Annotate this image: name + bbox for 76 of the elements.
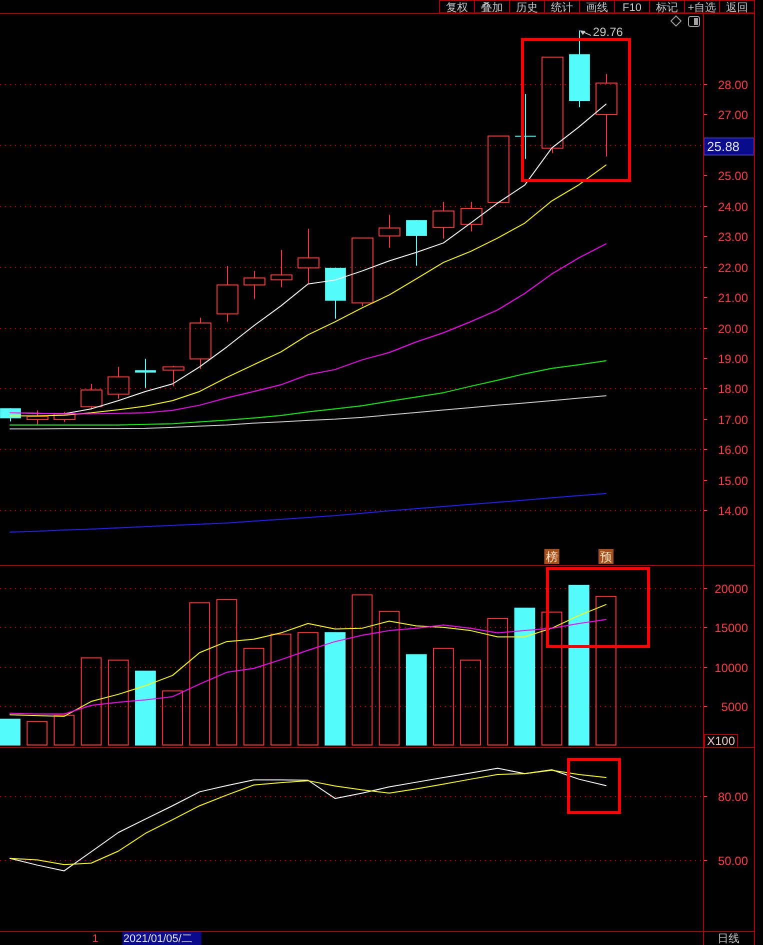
y-tick-label: 20000 xyxy=(714,582,748,596)
bar xyxy=(541,612,562,746)
bar xyxy=(487,618,508,746)
toolbar-button: 标记 xyxy=(649,0,685,14)
text: 日线 xyxy=(718,932,740,945)
candlestick xyxy=(596,73,618,157)
bar xyxy=(26,721,48,746)
y-tick-label: 22.00 xyxy=(718,261,748,275)
toolbar-button: 统计 xyxy=(544,0,580,14)
bar xyxy=(352,594,373,746)
bar xyxy=(433,648,454,746)
y-tick-label: 14.00 xyxy=(718,504,748,518)
y-tick-label: 28.00 xyxy=(718,78,748,92)
candlestick xyxy=(135,358,156,388)
y-tick-label: 27.00 xyxy=(718,108,748,122)
y-tick-label: 15.00 xyxy=(718,474,748,488)
tag-badge: 预 xyxy=(598,549,614,564)
candlestick xyxy=(406,220,427,266)
toolbar-button: F10 xyxy=(614,0,650,14)
y-tick-label: 50.00 xyxy=(718,854,748,868)
toolbar-button: +自选 xyxy=(684,0,720,14)
y-axis-title: X100 xyxy=(706,734,736,748)
y-tick-label: 16.00 xyxy=(718,443,748,457)
y-tick-label: 80.00 xyxy=(718,790,748,804)
line-series xyxy=(10,360,606,426)
line-series xyxy=(10,619,606,715)
candlestick xyxy=(244,270,266,300)
bar xyxy=(80,657,102,746)
bar xyxy=(298,632,318,746)
candlestick xyxy=(216,266,238,322)
candlestick xyxy=(378,214,400,248)
y-tick-label: 23.00 xyxy=(718,230,748,244)
y-tick-label: 5000 xyxy=(721,700,748,714)
bar xyxy=(514,608,536,746)
bar xyxy=(162,690,183,746)
bar xyxy=(568,584,590,746)
bar xyxy=(189,602,210,746)
bar xyxy=(460,660,481,746)
y-tick-label: 19.00 xyxy=(718,352,748,366)
toolbar-button: 返回 xyxy=(719,0,755,14)
bar xyxy=(54,714,75,746)
bar xyxy=(216,599,238,746)
candlestick xyxy=(0,408,21,422)
bar xyxy=(0,718,20,746)
bar xyxy=(406,654,427,746)
toolbar-button: 历史 xyxy=(509,0,545,14)
bar xyxy=(135,670,156,746)
y-tick-label: 18.00 xyxy=(718,382,748,396)
bar xyxy=(270,634,292,746)
toolbar-button: 叠加 xyxy=(474,0,510,14)
text: 2021/01/05/二 xyxy=(123,933,192,945)
bar xyxy=(596,596,616,746)
candlestick xyxy=(108,366,130,400)
y-tick-label: 20.00 xyxy=(718,322,748,336)
bar xyxy=(378,610,400,746)
line-series xyxy=(10,604,606,717)
bar xyxy=(108,660,129,746)
toolbar-button: 复权 xyxy=(439,0,475,14)
line-series xyxy=(10,492,606,533)
y-tick-label: 21.00 xyxy=(718,291,748,305)
y-tick-label: 15000 xyxy=(714,621,748,635)
candlestick xyxy=(432,201,454,240)
text: 1 xyxy=(92,933,98,945)
tag-badge: 榜 xyxy=(544,549,560,564)
candlestick xyxy=(298,228,320,285)
y-tick-label: 24.00 xyxy=(718,200,748,214)
y-tick-label: 17.00 xyxy=(718,413,748,427)
bar xyxy=(243,648,264,746)
text: 25.88 xyxy=(707,139,740,154)
y-tick-label: 10000 xyxy=(714,661,748,675)
line-series xyxy=(10,395,606,430)
y-tick-label: 25.00 xyxy=(718,169,748,183)
bar xyxy=(324,632,346,746)
annotation: 29.76 xyxy=(592,24,624,39)
candlestick xyxy=(270,249,292,288)
toolbar-button: 画线 xyxy=(579,0,615,14)
